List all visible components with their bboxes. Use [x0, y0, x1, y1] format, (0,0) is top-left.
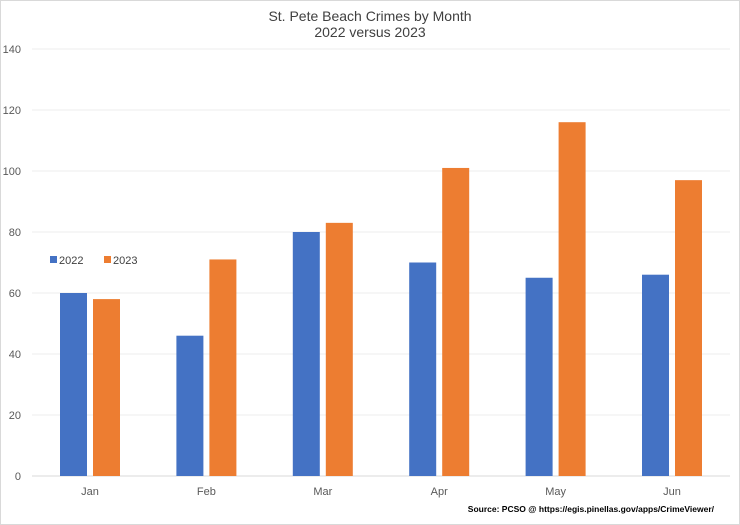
bars	[60, 122, 702, 476]
bar-2023-apr	[442, 167, 470, 476]
y-tick-label: 60	[9, 288, 21, 300]
y-tick-label: 0	[15, 471, 21, 483]
y-tick-label: 40	[9, 349, 21, 361]
x-tick-label: Apr	[431, 486, 448, 498]
bar-2023-may	[558, 122, 586, 476]
legend-label: 2023	[113, 255, 137, 267]
bar-2022-mar	[292, 232, 320, 476]
y-tick-label: 80	[9, 227, 21, 239]
bar-2022-may	[525, 277, 553, 476]
y-axis-ticks: 0 20 40 60 80 100 120 140	[3, 44, 21, 483]
x-tick-label: Jun	[663, 486, 681, 498]
gridlines	[32, 48, 730, 477]
legend-label: 2022	[59, 255, 83, 267]
bar-2023-feb	[209, 259, 237, 476]
bar-2023-mar	[325, 222, 353, 476]
bar-2022-apr	[409, 262, 437, 476]
chart-subtitle: 2022 versus 2023	[314, 24, 426, 40]
y-tick-label: 100	[3, 166, 21, 178]
legend: 2022 2023	[50, 255, 137, 267]
y-tick-label: 20	[9, 410, 21, 422]
legend-swatch	[104, 256, 111, 263]
chart-title: St. Pete Beach Crimes by Month	[268, 8, 472, 24]
bar-2023-jun	[675, 180, 702, 476]
legend-swatch	[50, 256, 57, 263]
x-tick-label: Mar	[313, 486, 332, 498]
x-tick-label: Feb	[197, 486, 216, 498]
x-axis-ticks: Jan Feb Mar Apr May Jun	[81, 486, 681, 498]
y-tick-label: 140	[3, 44, 21, 56]
bar-2022-jan	[60, 293, 87, 476]
bar-2022-jun	[642, 274, 669, 476]
source-note: Source: PCSO @ https://egis.pinellas.gov…	[467, 504, 714, 514]
bar-2022-feb	[176, 335, 204, 476]
x-tick-label: Jan	[81, 486, 99, 498]
bar-2023-jan	[93, 299, 120, 476]
y-tick-label: 120	[3, 105, 21, 117]
x-tick-label: May	[545, 486, 566, 498]
